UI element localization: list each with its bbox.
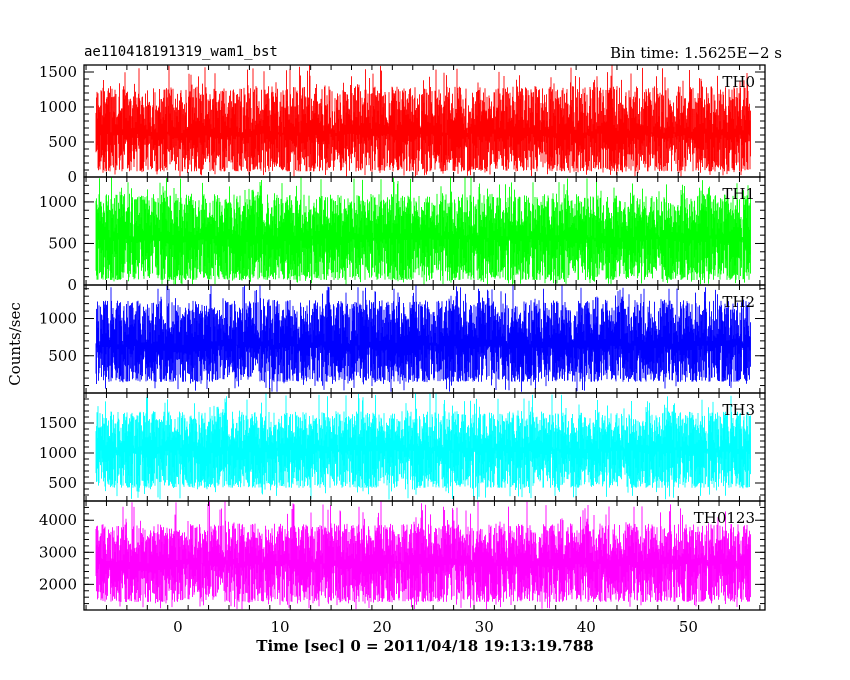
panel-label-th2: TH2 [722,293,755,311]
series-th0 [95,65,751,177]
y-tick-label-th0: 1500 [39,63,77,81]
y-tick-label-th0123: 3000 [39,543,77,561]
panel-label-th1: TH1 [722,185,755,203]
y-tick-label-th3: 1000 [39,444,77,462]
x-tick-label: 20 [373,618,392,636]
y-tick-label-th1: 500 [48,234,77,252]
panel-label-th3: TH3 [722,401,755,419]
x-axis-label: Time [sec] 0 = 2011/04/18 19:13:19.788 [256,637,594,655]
panel-label-th0123: TH0123 [694,509,755,527]
y-tick-label-th1: 0 [67,276,77,294]
y-tick-label-th0123: 2000 [39,575,77,593]
series-th1 [95,177,751,285]
observation-id: ae110418191319_wam1_bst [84,44,278,60]
y-tick-label-th0123: 4000 [39,511,77,529]
y-tick-label-th0: 0 [67,168,77,186]
y-tick-label-th3: 500 [48,474,77,492]
bin-time: Bin time: 1.5625E−2 s [609,44,782,62]
x-tick-label: 0 [173,618,183,636]
y-tick-label-th1: 1000 [39,193,77,211]
y-tick-label-th0: 500 [48,133,77,151]
series-th0123 [95,501,751,610]
x-tick-label: 50 [679,618,698,636]
x-tick-label: 30 [475,618,494,636]
series-th3 [95,393,751,500]
y-tick-label-th2: 500 [48,347,77,365]
x-tick-label: 10 [270,618,289,636]
y-tick-label-th2: 1000 [39,310,77,328]
y-tick-label-th3: 1500 [39,414,77,432]
y-tick-label-th0: 1000 [39,98,77,116]
panel-label-th0: TH0 [722,73,755,91]
y-axis-label: Counts/sec [6,302,24,386]
panel-frame-th0123 [83,500,766,611]
x-tick-label: 40 [577,618,596,636]
series-th2 [95,285,751,392]
